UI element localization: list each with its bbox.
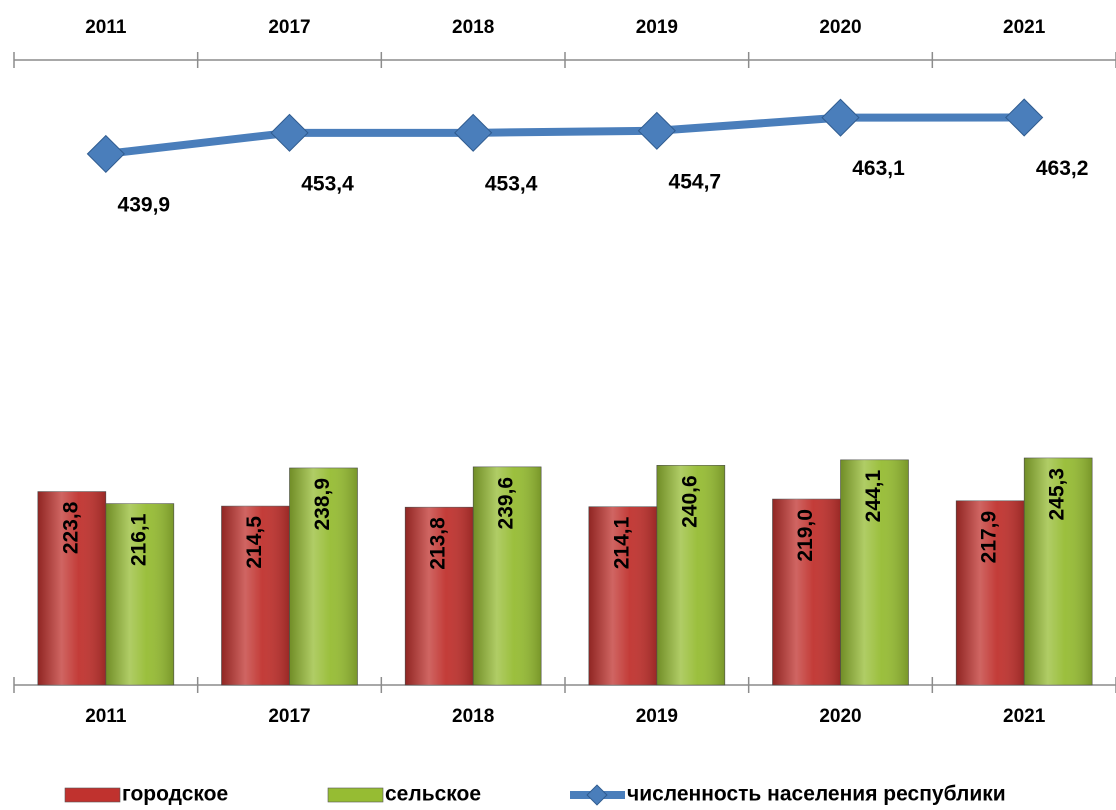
legend-label: городское — [122, 783, 228, 806]
top-category-label: 2011 — [85, 17, 127, 38]
bar-shine — [105, 503, 174, 685]
bar-shine — [656, 465, 725, 685]
line-value-label: 453,4 — [301, 172, 354, 195]
bar-value-label: 239,6 — [495, 477, 518, 530]
bar-shine — [405, 507, 474, 685]
x-category-label: 2018 — [452, 706, 494, 727]
line-value-label: 463,2 — [1036, 157, 1089, 180]
line-marker — [637, 111, 676, 150]
bar-shine — [289, 467, 358, 685]
line-value-label: 454,7 — [669, 170, 722, 193]
bar-value-label: 240,6 — [678, 475, 701, 528]
line-marker — [1005, 98, 1044, 137]
line-value-label: 439,9 — [118, 193, 171, 216]
bar-shine — [221, 506, 290, 685]
top-category-label: 2017 — [268, 17, 310, 38]
bar-value-label: 244,1 — [862, 470, 885, 523]
top-category-label: 2020 — [819, 17, 861, 38]
bar-value-label: 214,5 — [243, 516, 266, 569]
line-marker — [821, 98, 860, 137]
top-category-label: 2019 — [636, 17, 678, 38]
bar-value-label: 219,0 — [794, 509, 817, 562]
line-marker — [270, 113, 309, 152]
line-marker — [86, 134, 125, 173]
bar-value-label: 238,9 — [311, 478, 334, 531]
bar-shine — [588, 506, 657, 685]
x-category-label: 2020 — [819, 706, 861, 727]
legend-swatch — [327, 787, 384, 803]
bar-shine — [840, 459, 909, 685]
bar-shine — [473, 466, 542, 685]
bar-shine — [956, 500, 1025, 685]
bar-value-label: 223,8 — [59, 501, 82, 554]
x-category-label: 2017 — [268, 706, 310, 727]
top-category-label: 2021 — [1003, 17, 1046, 38]
bar-shine — [1024, 457, 1093, 685]
line-value-label: 463,1 — [852, 157, 905, 180]
line — [105, 113, 1025, 158]
bar-value-label: 245,3 — [1046, 468, 1069, 521]
bar-shine — [37, 491, 106, 685]
line-value-label: 453,4 — [485, 172, 538, 195]
bar-value-label: 216,1 — [127, 513, 150, 566]
bar-value-label: 217,9 — [978, 511, 1001, 564]
legend-label: сельское — [385, 783, 481, 806]
line-marker — [454, 113, 493, 152]
bar-value-label: 213,8 — [427, 517, 450, 570]
legend-swatch — [64, 787, 121, 803]
bar-shine — [772, 499, 841, 685]
bar-value-label: 214,1 — [610, 516, 633, 569]
x-category-label: 2021 — [1003, 706, 1046, 727]
x-category-label: 2019 — [636, 706, 678, 727]
legend-label: численность населения республики — [627, 783, 1006, 806]
x-category-label: 2011 — [85, 706, 127, 727]
legend-marker — [586, 784, 608, 806]
top-category-label: 2018 — [452, 17, 494, 38]
